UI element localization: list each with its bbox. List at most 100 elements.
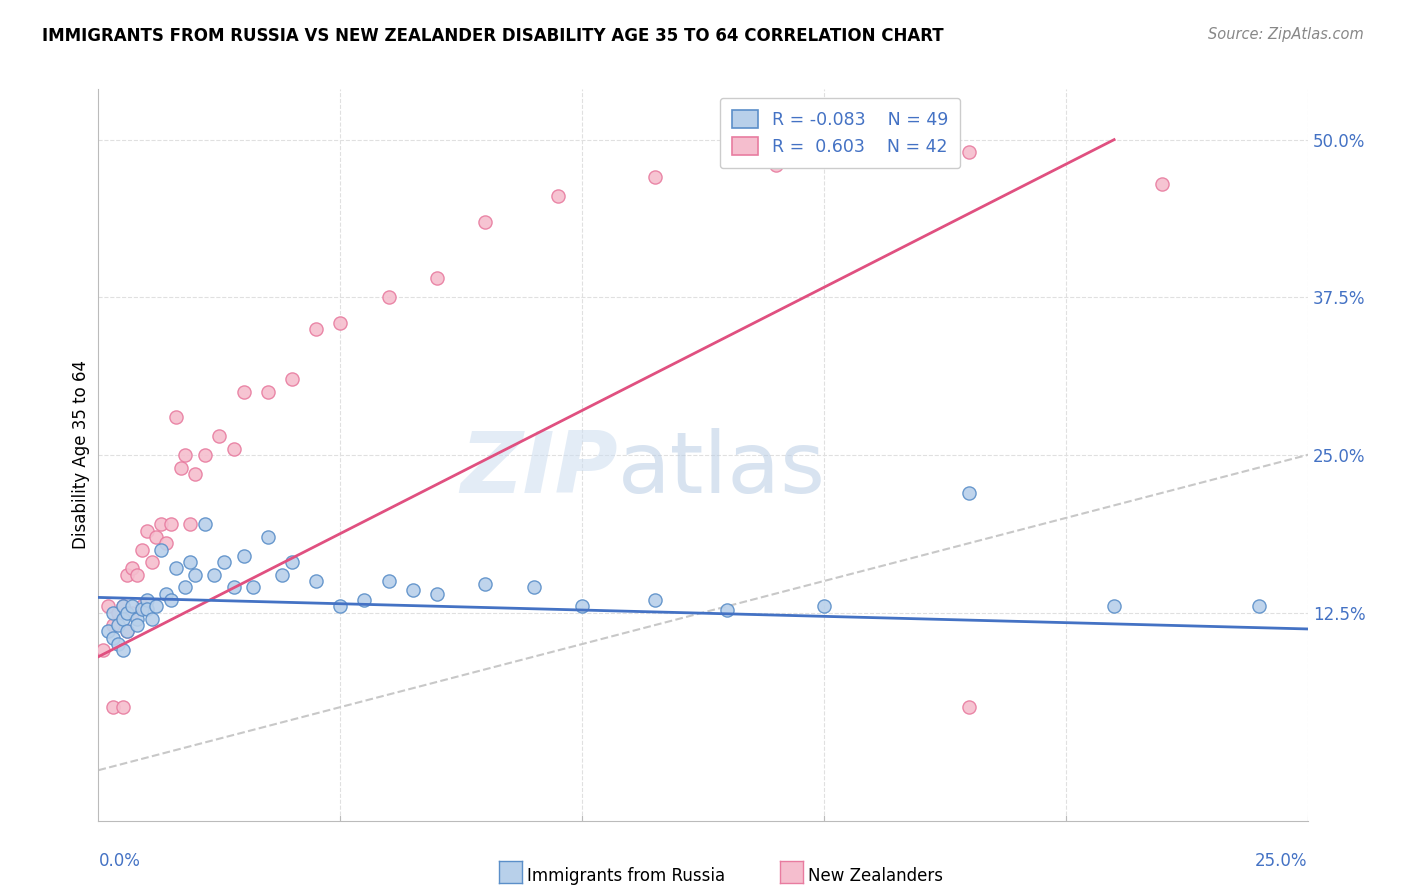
Point — [117, 624, 139, 639]
Point — [179, 517, 201, 532]
Point — [131, 601, 153, 615]
Point — [222, 580, 245, 594]
Point — [571, 599, 593, 614]
Point — [644, 593, 666, 607]
Point — [716, 603, 738, 617]
Text: Source: ZipAtlas.com: Source: ZipAtlas.com — [1208, 27, 1364, 42]
Point — [174, 580, 197, 594]
Text: ZIP: ZIP — [461, 428, 619, 511]
Point — [155, 587, 177, 601]
Point — [957, 485, 980, 500]
Point — [121, 561, 143, 575]
Point — [353, 593, 375, 607]
Point — [135, 593, 157, 607]
Point — [127, 618, 149, 632]
Point — [256, 530, 278, 544]
Point — [101, 618, 124, 632]
Point — [165, 410, 187, 425]
Point — [97, 599, 120, 614]
Point — [957, 145, 980, 160]
Point — [117, 624, 139, 639]
Point — [111, 599, 134, 614]
Point — [474, 576, 496, 591]
Point — [101, 631, 124, 645]
Point — [329, 316, 352, 330]
Point — [329, 599, 352, 614]
Text: 0.0%: 0.0% — [98, 852, 141, 871]
Point — [135, 601, 157, 615]
Point — [305, 574, 328, 588]
Point — [232, 549, 254, 563]
Point — [212, 555, 235, 569]
Y-axis label: Disability Age 35 to 64: Disability Age 35 to 64 — [72, 360, 90, 549]
Point — [111, 643, 134, 657]
Text: IMMIGRANTS FROM RUSSIA VS NEW ZEALANDER DISABILITY AGE 35 TO 64 CORRELATION CHAR: IMMIGRANTS FROM RUSSIA VS NEW ZEALANDER … — [42, 27, 943, 45]
Point — [1249, 599, 1271, 614]
Point — [813, 599, 835, 614]
Point — [160, 593, 183, 607]
Point — [131, 542, 153, 557]
Point — [101, 700, 124, 714]
Point — [121, 599, 143, 614]
Point — [169, 460, 191, 475]
Point — [184, 467, 207, 481]
Point — [127, 567, 149, 582]
Text: New Zealanders: New Zealanders — [808, 867, 943, 885]
Legend: R = -0.083    N = 49, R =  0.603    N = 42: R = -0.083 N = 49, R = 0.603 N = 42 — [720, 98, 960, 169]
Point — [91, 643, 114, 657]
Point — [377, 574, 399, 588]
Point — [222, 442, 245, 456]
Point — [1102, 599, 1125, 614]
Point — [184, 567, 207, 582]
Text: atlas: atlas — [619, 428, 827, 511]
Point — [402, 582, 425, 597]
Point — [474, 214, 496, 228]
Point — [957, 700, 980, 714]
Point — [281, 372, 304, 386]
Point — [107, 606, 129, 620]
Point — [523, 580, 546, 594]
Point — [242, 580, 264, 594]
Point — [131, 599, 153, 614]
Point — [271, 567, 294, 582]
Point — [160, 517, 183, 532]
Point — [155, 536, 177, 550]
Point — [111, 700, 134, 714]
Point — [194, 517, 217, 532]
Point — [127, 612, 149, 626]
Point — [111, 599, 134, 614]
Point — [377, 290, 399, 304]
Point — [426, 587, 449, 601]
Point — [208, 429, 231, 443]
Point — [150, 542, 173, 557]
Point — [111, 612, 134, 626]
Point — [547, 189, 569, 203]
Point — [644, 170, 666, 185]
Point — [107, 618, 129, 632]
Point — [256, 384, 278, 399]
Point — [141, 612, 163, 626]
Point — [135, 524, 157, 538]
Point — [426, 271, 449, 285]
Point — [150, 517, 173, 532]
Point — [281, 555, 304, 569]
Point — [174, 448, 197, 462]
Point — [101, 606, 124, 620]
Point — [165, 561, 187, 575]
Text: Immigrants from Russia: Immigrants from Russia — [527, 867, 725, 885]
Point — [121, 606, 143, 620]
Point — [305, 322, 328, 336]
Point — [232, 384, 254, 399]
Point — [179, 555, 201, 569]
Point — [194, 448, 217, 462]
Point — [117, 606, 139, 620]
Point — [765, 158, 787, 172]
Point — [145, 599, 167, 614]
Point — [117, 567, 139, 582]
Point — [145, 530, 167, 544]
Point — [1152, 177, 1174, 191]
Point — [204, 567, 226, 582]
Point — [97, 624, 120, 639]
Point — [107, 637, 129, 651]
Point — [141, 555, 163, 569]
